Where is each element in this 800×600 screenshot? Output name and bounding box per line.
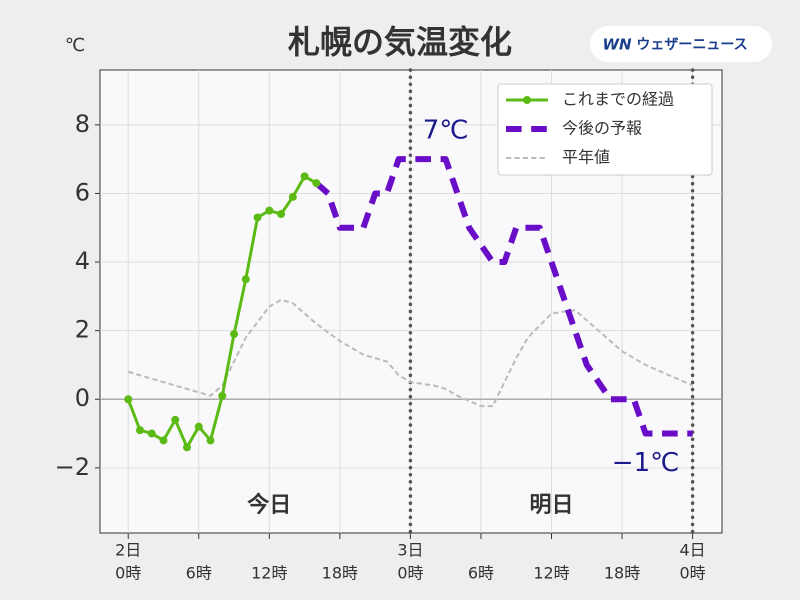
point bbox=[277, 210, 286, 219]
logo-text: ウェザーニュース bbox=[636, 37, 747, 53]
y-unit: ℃ bbox=[65, 35, 85, 56]
x-tick-label: 12時 bbox=[251, 564, 287, 583]
x-tick-label: 0時 bbox=[397, 564, 423, 583]
point bbox=[265, 206, 274, 215]
point bbox=[147, 429, 156, 438]
y-tick-label: 4 bbox=[75, 247, 90, 275]
point bbox=[124, 395, 133, 404]
point bbox=[288, 192, 297, 201]
point bbox=[135, 426, 144, 435]
y-tick-label: 0 bbox=[75, 384, 90, 412]
x-tick-date: 2日 bbox=[115, 541, 141, 560]
x-tick-label: 0時 bbox=[680, 564, 706, 583]
point bbox=[241, 275, 250, 284]
point bbox=[312, 179, 321, 188]
legend-box bbox=[497, 83, 713, 176]
point bbox=[300, 172, 309, 181]
series-line bbox=[127, 298, 694, 408]
chart-title: 札幌の気温変化 bbox=[288, 23, 512, 61]
annotation: 7℃ bbox=[423, 116, 469, 146]
point bbox=[206, 436, 215, 445]
legend-label: 今後の予報 bbox=[562, 119, 642, 138]
y-tick-label: 6 bbox=[75, 178, 90, 206]
point bbox=[194, 422, 203, 431]
x-tick-date: 4日 bbox=[680, 541, 706, 560]
point bbox=[253, 213, 262, 222]
x-tick-label: 6時 bbox=[468, 564, 494, 583]
legend-label: 平年値 bbox=[562, 148, 610, 167]
x-tick-label: 12時 bbox=[533, 564, 569, 583]
point bbox=[183, 443, 192, 452]
day-label: 今日 bbox=[247, 492, 291, 518]
x-tick-label: 18時 bbox=[322, 564, 358, 583]
point bbox=[218, 391, 227, 400]
x-tick-date: 3日 bbox=[397, 541, 423, 560]
y-tick-label: 2 bbox=[75, 316, 90, 344]
x-tick-label: 0時 bbox=[115, 564, 141, 583]
day-label: 明日 bbox=[530, 493, 574, 518]
series-line bbox=[314, 156, 693, 437]
legend-label: これまでの経過 bbox=[562, 90, 674, 109]
legend-marker bbox=[523, 96, 531, 104]
y-tick-label: −2 bbox=[55, 453, 90, 481]
annotation: −1℃ bbox=[612, 448, 680, 478]
x-tick-label: 18時 bbox=[604, 564, 640, 583]
x-tick-label: 6時 bbox=[186, 564, 212, 583]
point bbox=[230, 330, 239, 339]
point bbox=[159, 436, 168, 445]
point bbox=[171, 415, 180, 424]
logo-mark: WN bbox=[602, 36, 632, 54]
brand-logo: WN ウェザーニュース bbox=[590, 26, 772, 62]
logo-badge bbox=[590, 26, 772, 62]
y-tick-label: 8 bbox=[75, 110, 90, 138]
